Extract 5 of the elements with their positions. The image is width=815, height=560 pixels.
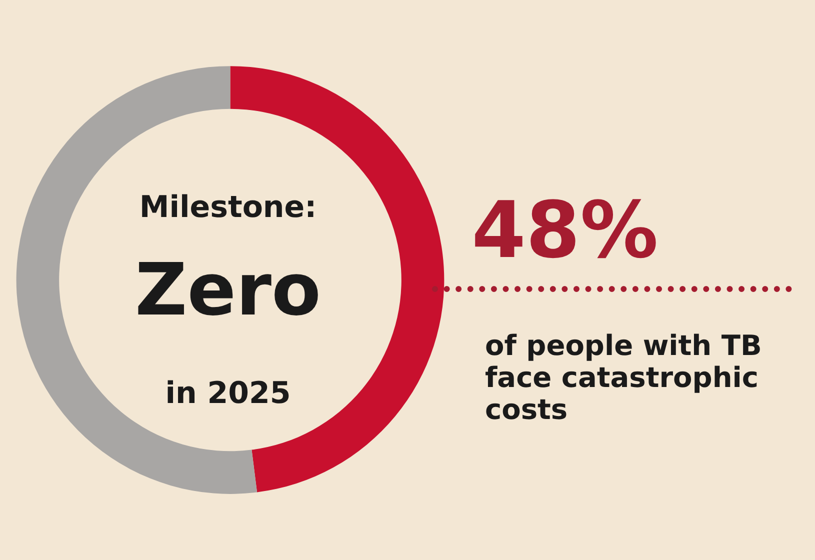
text: 48% [470, 186, 660, 277]
text: of people with TB face catastrophic costs [485, 329, 763, 427]
text: in 2025 [164, 376, 292, 412]
text: Zero [134, 248, 322, 332]
text: Milestone: [138, 190, 318, 226]
